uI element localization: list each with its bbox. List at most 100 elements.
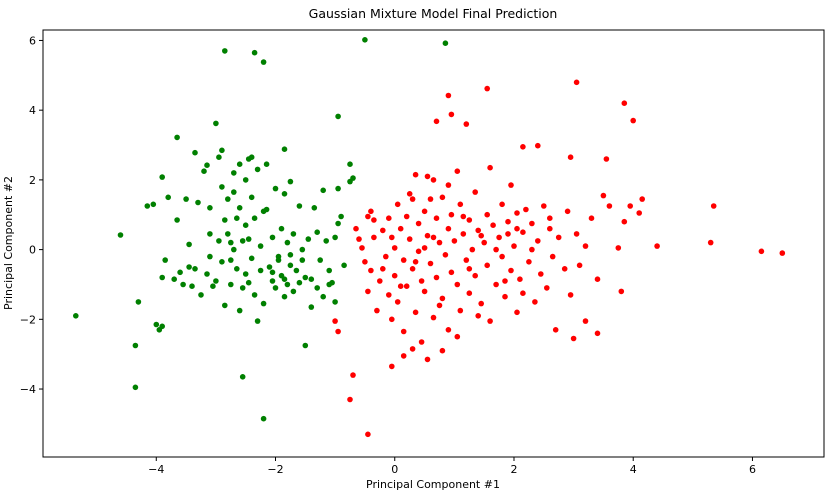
series-1-point-52 xyxy=(457,307,464,314)
series-0-point-34 xyxy=(216,154,222,160)
series-1-point-50 xyxy=(454,281,461,288)
series-1-point-37 xyxy=(430,177,437,183)
series-1-point-53 xyxy=(460,231,467,237)
series-1-point-163 xyxy=(567,292,574,298)
series-1-point-14 xyxy=(386,292,392,298)
series-1-point-59 xyxy=(472,272,479,279)
series-0-point-123 xyxy=(275,257,282,263)
series-0-point-17 xyxy=(177,269,183,276)
series-1-point-19 xyxy=(394,201,401,208)
series-0-point-23 xyxy=(192,266,198,272)
series-0-point-20 xyxy=(186,264,192,270)
series-1-point-136 xyxy=(445,182,452,188)
series-1-point-143 xyxy=(418,278,425,284)
series-1-point-57 xyxy=(469,246,476,253)
series-0-point-39 xyxy=(222,217,228,223)
series-1-point-60 xyxy=(475,227,482,234)
series-0-point-130 xyxy=(281,276,288,283)
series-0-point-49 xyxy=(234,266,240,272)
series-1-point-33 xyxy=(421,208,428,215)
series-0-point-126 xyxy=(287,252,294,258)
series-0-point-72 xyxy=(269,234,276,241)
series-0-point-25 xyxy=(198,292,204,298)
series-1-point-138 xyxy=(487,164,493,171)
series-0-point-52 xyxy=(239,238,246,244)
series-1-point-44 xyxy=(442,252,449,258)
series-0-point-134 xyxy=(329,279,335,286)
series-1-point-10 xyxy=(377,278,383,284)
series-1-point-133 xyxy=(332,318,338,324)
series-1-point-110 xyxy=(710,203,717,209)
series-1-point-95 xyxy=(576,262,583,269)
y-tick-label: 4 xyxy=(29,104,36,117)
series-0-point-41 xyxy=(225,196,231,202)
series-0-point-89 xyxy=(296,203,303,209)
series-0-point-93 xyxy=(302,342,309,349)
series-1-point-23 xyxy=(400,328,407,335)
series-1-point-51 xyxy=(457,201,464,208)
series-0-point-88 xyxy=(293,267,300,274)
series-1-point-42 xyxy=(439,194,446,201)
series-1-point-32 xyxy=(418,339,425,345)
series-1-point-31 xyxy=(415,248,422,255)
series-1-point-108 xyxy=(654,243,660,249)
series-1-point-131 xyxy=(454,333,461,340)
series-1-point-125 xyxy=(365,431,371,438)
series-1-point-48 xyxy=(448,269,455,276)
series-1-point-45 xyxy=(445,225,452,232)
series-1-point-155 xyxy=(421,245,428,251)
series-0-point-42 xyxy=(225,231,231,237)
series-0-point-35 xyxy=(216,238,222,244)
series-1-point-146 xyxy=(520,290,526,297)
series-1-point-67 xyxy=(493,281,499,288)
series-0-point-104 xyxy=(326,267,333,274)
series-0-point-60 xyxy=(248,194,255,201)
series-0-point-21 xyxy=(189,283,195,290)
series-1-point-22 xyxy=(400,257,407,263)
series-0-point-16 xyxy=(174,217,180,223)
series-0-point-101 xyxy=(320,187,327,194)
series-0-point-120 xyxy=(442,40,449,46)
series-1-point-145 xyxy=(493,246,499,253)
series-1-point-30 xyxy=(415,220,422,227)
series-1-point-39 xyxy=(433,215,440,221)
series-0-point-111 xyxy=(341,262,347,269)
series-0-point-129 xyxy=(245,279,252,286)
series-0-point-84 xyxy=(287,178,294,185)
series-0-point-22 xyxy=(192,149,198,156)
series-1-point-107 xyxy=(639,196,645,202)
series-0-point-122 xyxy=(260,415,267,422)
series-1-point-105 xyxy=(627,203,633,209)
series-1-point-85 xyxy=(541,203,547,209)
series-1-point-162 xyxy=(430,234,437,241)
series-0-point-109 xyxy=(335,220,341,227)
series-1-point-126 xyxy=(389,363,395,370)
series-0-point-2 xyxy=(132,342,139,349)
series-0-point-116 xyxy=(251,49,258,56)
series-0-point-69 xyxy=(260,300,267,307)
series-1-point-5 xyxy=(365,288,371,295)
series-1-point-134 xyxy=(412,171,419,178)
series-1-point-111 xyxy=(758,248,765,255)
series-1-point-118 xyxy=(433,118,440,125)
series-1-point-17 xyxy=(391,245,398,251)
series-0-point-100 xyxy=(317,257,324,263)
series-1-point-11 xyxy=(380,227,386,234)
series-0-point-63 xyxy=(251,292,258,298)
series-0-point-91 xyxy=(299,246,306,253)
series-0-point-56 xyxy=(242,271,249,277)
series-0-point-79 xyxy=(281,146,288,152)
series-1-point-9 xyxy=(374,307,380,314)
series-0-point-96 xyxy=(308,304,315,310)
series-1-point-123 xyxy=(350,372,356,378)
series-1-point-76 xyxy=(514,309,520,316)
series-1-point-139 xyxy=(406,191,413,197)
series-0-point-119 xyxy=(362,37,368,43)
series-1-point-18 xyxy=(391,272,398,279)
series-0-point-55 xyxy=(242,222,249,228)
series-1-point-65 xyxy=(487,318,493,324)
series-1-point-70 xyxy=(499,253,505,260)
series-0-point-48 xyxy=(234,215,240,221)
series-0-point-14 xyxy=(171,276,177,283)
series-0-point-107 xyxy=(332,299,338,305)
